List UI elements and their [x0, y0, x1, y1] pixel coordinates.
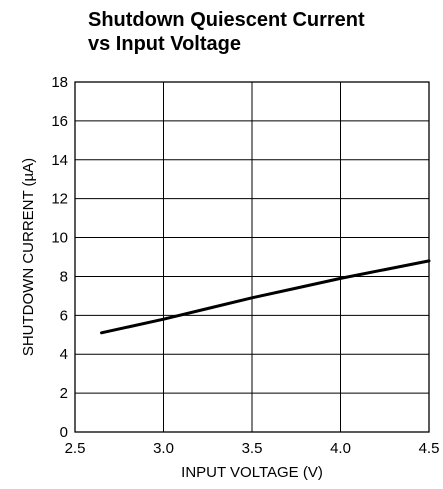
x-tick-label: 4.5 [419, 440, 440, 457]
y-tick-label: 12 [51, 191, 68, 208]
y-tick-label: 8 [60, 268, 68, 285]
y-tick-label: 18 [51, 74, 68, 91]
y-tick-label: 0 [60, 424, 68, 441]
x-axis-label: INPUT VOLTAGE (V) [181, 464, 323, 481]
series-lines [100, 259, 431, 335]
y-tick-label: 16 [51, 113, 68, 130]
y-axis-label: SHUTDOWN CURRENT (µA) [20, 158, 37, 356]
x-tick-labels: 2.5 3.0 3.5 4.0 4.5 [65, 440, 440, 457]
grid-lines [74, 81, 430, 433]
x-tick-label: 3.5 [242, 440, 263, 457]
y-tick-label: 10 [51, 230, 68, 247]
chart-title: Shutdown Quiescent Current vs Input Volt… [88, 9, 365, 55]
y-tick-label: 4 [60, 346, 68, 363]
y-tick-label: 6 [60, 307, 68, 324]
x-tick-label: 2.5 [65, 440, 86, 457]
x-tick-label: 4.0 [330, 440, 351, 457]
plot-frame [74, 81, 430, 433]
y-tick-label: 14 [51, 152, 68, 169]
series-line [100, 259, 431, 335]
y-tick-label: 2 [60, 385, 68, 402]
x-tick-label: 3.0 [153, 440, 174, 457]
y-tick-labels: 0 2 4 6 8 10 12 14 16 18 [51, 74, 68, 441]
